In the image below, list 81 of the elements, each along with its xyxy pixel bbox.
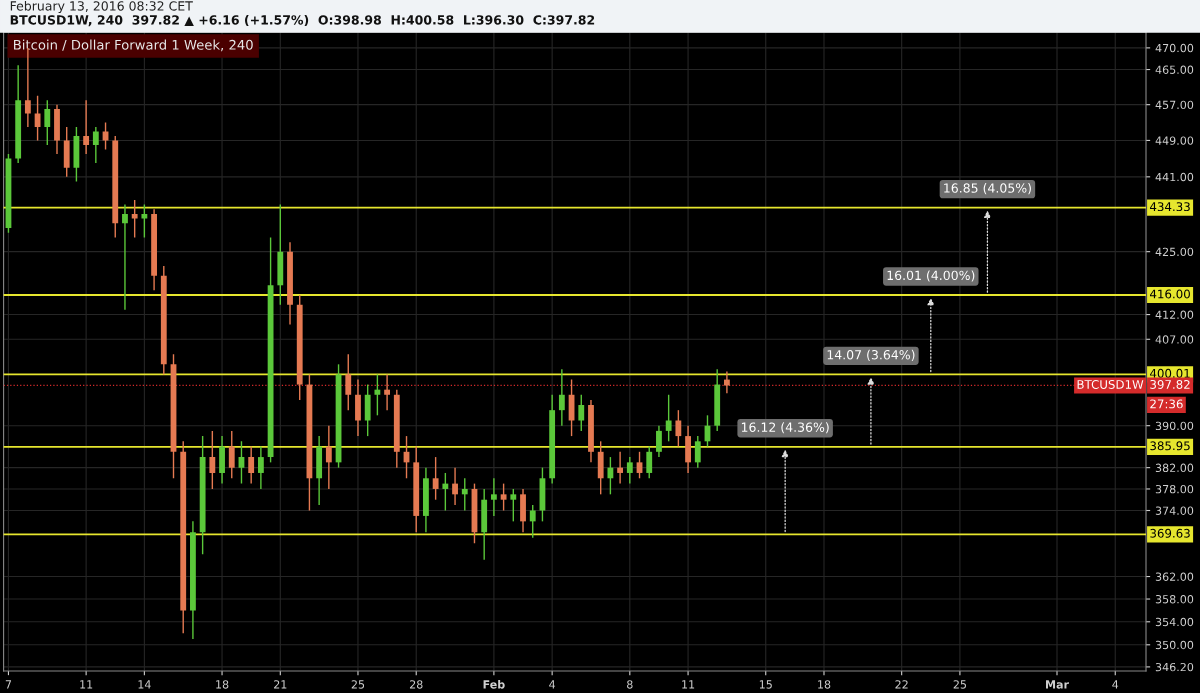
candlestick [510, 488, 517, 523]
y-tick-label: 457.00 [1155, 100, 1194, 110]
y-tick-label: 465.00 [1155, 65, 1194, 74]
y-tick-label: 407.00 [1155, 335, 1194, 344]
annotation: 16.01 (4.00%) [887, 270, 975, 282]
text: February 13, 2016 08:32 CET [10, 0, 193, 14]
x-tick-label: 22 [895, 680, 908, 689]
candlestick [558, 368, 565, 427]
ref-line-label: 400.01 [1150, 368, 1190, 378]
candlestick [374, 373, 381, 417]
candlestick [122, 203, 128, 311]
candlestick [384, 373, 391, 411]
x-tick-label: 25 [351, 680, 365, 689]
y-tick-label: 346.20 [1155, 662, 1194, 672]
x-tick-label: 18 [216, 680, 229, 689]
x-tick-label: 21 [274, 680, 287, 689]
candlestick [228, 430, 235, 479]
y-tick-label: 362.00 [1155, 572, 1194, 581]
y-tick-label: 441.00 [1155, 172, 1194, 182]
annotation: 14.07 (3.64%) [827, 349, 915, 361]
y-tick-label: 425.00 [1155, 247, 1194, 257]
candlestick [325, 424, 332, 490]
candlestick [442, 472, 449, 512]
y-tick-label: 350.00 [1155, 640, 1194, 650]
y-tick-label: 412.00 [1155, 310, 1194, 319]
candlestick [694, 435, 701, 469]
ref-line-label: 434.33 [1150, 202, 1190, 212]
ref-line-label: 397.82 [1150, 379, 1190, 389]
x-tick-label: 11 [682, 680, 695, 689]
candlestick [141, 203, 148, 239]
text: Bitcoin / Dollar Forward 1 Week, 240 [14, 39, 253, 52]
ref-line-label: 385.95 [1150, 441, 1190, 451]
candlestick [131, 199, 138, 239]
candlestick [257, 445, 264, 490]
candlestick [452, 466, 458, 506]
y-tick-label: 449.00 [1155, 136, 1194, 145]
y-tick-label: 382.00 [1155, 463, 1194, 473]
ref-line-label: 369.63 [1150, 528, 1190, 538]
candlestick [646, 445, 653, 479]
candlestick [675, 409, 682, 448]
x-tick-label: 4 [549, 680, 556, 689]
x-tick-label: 18 [818, 680, 831, 689]
x-tick-label: Mar [1046, 680, 1069, 689]
ref-line-label: 416.00 [1150, 289, 1190, 299]
candlestick [248, 445, 255, 485]
candlestick [656, 424, 662, 458]
candlestick [209, 430, 216, 490]
annotation: 16.85 (4.05%) [944, 183, 1031, 195]
candlestick [490, 477, 497, 517]
x-tick-label: 15 [759, 680, 772, 689]
y-tick-label: 354.00 [1155, 617, 1194, 627]
x-tick-label: 4 [1112, 680, 1119, 689]
x-tick-label: 11 [80, 680, 93, 689]
candlestick [345, 353, 352, 411]
candlestick [665, 394, 672, 443]
candlestick [83, 99, 90, 155]
text: 27:36 [1150, 399, 1183, 409]
candlestick [617, 451, 624, 485]
candlestick [44, 99, 51, 146]
y-tick-label: 374.00 [1155, 506, 1194, 515]
candlestick [529, 504, 536, 539]
annotation: BTCUSD1W [1077, 379, 1144, 389]
y-tick-label: 358.00 [1155, 595, 1194, 604]
candlestick [432, 456, 439, 501]
candlestick [461, 477, 468, 512]
candlestick [92, 126, 99, 164]
y-tick-label: 390.00 [1155, 421, 1194, 431]
x-tick-label: 25 [953, 680, 967, 689]
candlestick [607, 456, 614, 496]
candlestick [578, 394, 585, 432]
x-tick-label: 7 [5, 680, 12, 689]
candlestick [500, 482, 507, 512]
chart-subtitle: BTCUSD1W, 240 397.82 ▲ +6.16 (+1.57%) O:398.98 H:400.58 L:396.30 C:397.82 [10, 14, 595, 27]
y-tick-label: 378.00 [1155, 484, 1194, 494]
y-tick-label: 470.00 [1155, 43, 1194, 53]
annotation: 16.12 (4.36%) [741, 422, 829, 434]
x-tick-label: 14 [138, 680, 151, 689]
x-tick-label: Feb [483, 680, 505, 689]
candlestick [626, 456, 633, 485]
x-tick-label: 28 [409, 680, 423, 689]
x-tick-label: 8 [627, 680, 633, 689]
